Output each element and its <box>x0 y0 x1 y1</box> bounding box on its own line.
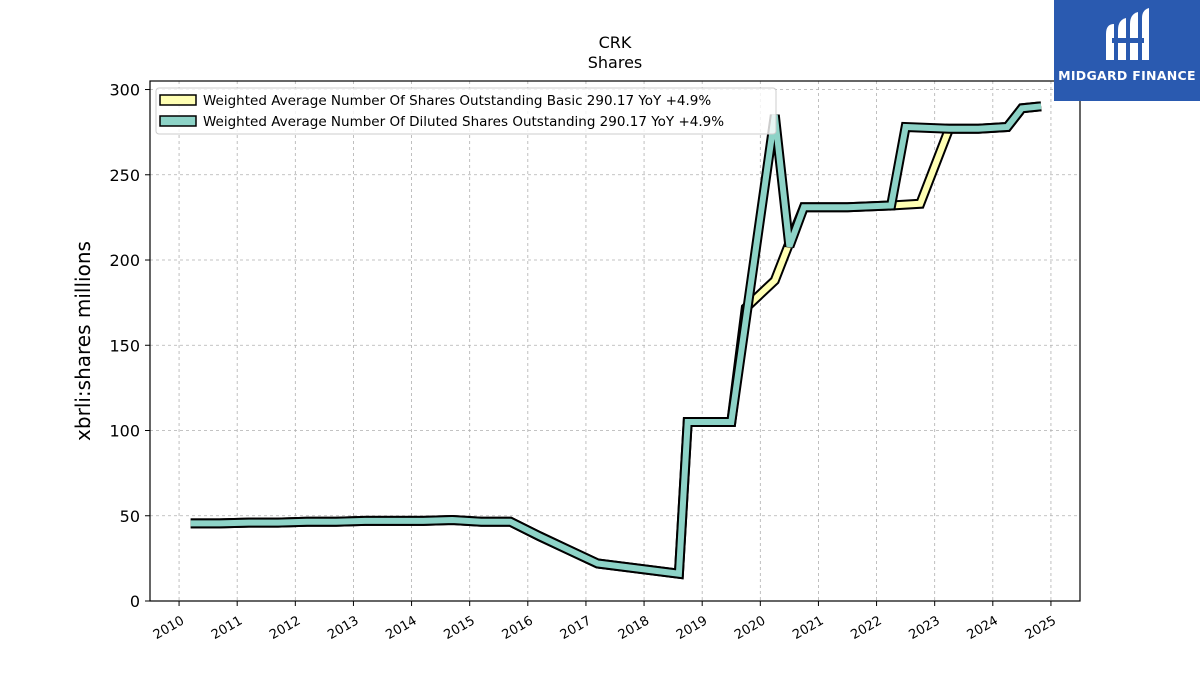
y-tick-label: 50 <box>120 507 140 526</box>
legend: Weighted Average Number Of Shares Outsta… <box>155 87 777 135</box>
series-diluted <box>190 101 1042 580</box>
x-tick-label: 2011 <box>209 613 245 643</box>
legend-label-diluted: Weighted Average Number Of Diluted Share… <box>203 114 724 130</box>
legend-swatch-basic <box>159 94 197 106</box>
chart-subtitle: Shares <box>588 53 643 72</box>
series-line <box>190 103 1042 578</box>
legend-frame <box>155 87 777 135</box>
x-tick-label: 2015 <box>442 613 478 643</box>
y-tick-label: 0 <box>130 592 140 611</box>
x-tick-label: 2010 <box>151 613 187 643</box>
series-line <box>190 103 1042 578</box>
x-tick-label: 2025 <box>1023 613 1059 643</box>
series-basic <box>190 101 1042 580</box>
x-tick-label: 2023 <box>907 613 943 643</box>
logo-mark-icon <box>1106 8 1149 60</box>
x-tick-label: 2021 <box>790 613 826 643</box>
y-tick-label: 200 <box>109 251 140 270</box>
x-tick-label: 2014 <box>383 613 419 643</box>
legend-label-basic: Weighted Average Number Of Shares Outsta… <box>203 93 711 109</box>
y-tick-label: 250 <box>109 166 140 185</box>
y-tick-label: 300 <box>109 81 140 100</box>
series-line-outline <box>190 101 1042 580</box>
y-tick-label: 100 <box>109 422 140 441</box>
grid <box>150 81 1080 602</box>
series-line-outline <box>190 101 1042 580</box>
x-tick-label: 2017 <box>558 613 594 643</box>
midgard-finance-logo: MIDGARD FINANCE <box>1054 0 1200 101</box>
x-tick-label: 2013 <box>325 613 361 643</box>
x-tick-label: 2018 <box>616 613 652 643</box>
y-axis-label: xbrli:shares millions <box>71 241 95 441</box>
y-axis: 0 50 100 150 200 250 300 <box>109 81 150 611</box>
x-tick-label: 2016 <box>500 613 536 643</box>
y-tick-label: 150 <box>109 336 140 355</box>
x-tick-label: 2022 <box>848 613 884 643</box>
x-axis: 2010 2011 2012 2013 2014 2015 2016 2017 2018 2019… <box>151 601 1059 643</box>
x-tick-label: 2019 <box>674 613 710 643</box>
logo-brand-text: MIDGARD FINANCE <box>1058 68 1196 83</box>
plot-frame <box>149 80 1081 602</box>
x-tick-label: 2024 <box>965 613 1001 643</box>
x-tick-label: 2020 <box>732 613 768 643</box>
chart-title: CRK <box>599 33 632 52</box>
x-tick-label: 2012 <box>267 613 303 643</box>
legend-swatch-diluted <box>159 115 197 127</box>
series-layer <box>190 101 1042 580</box>
